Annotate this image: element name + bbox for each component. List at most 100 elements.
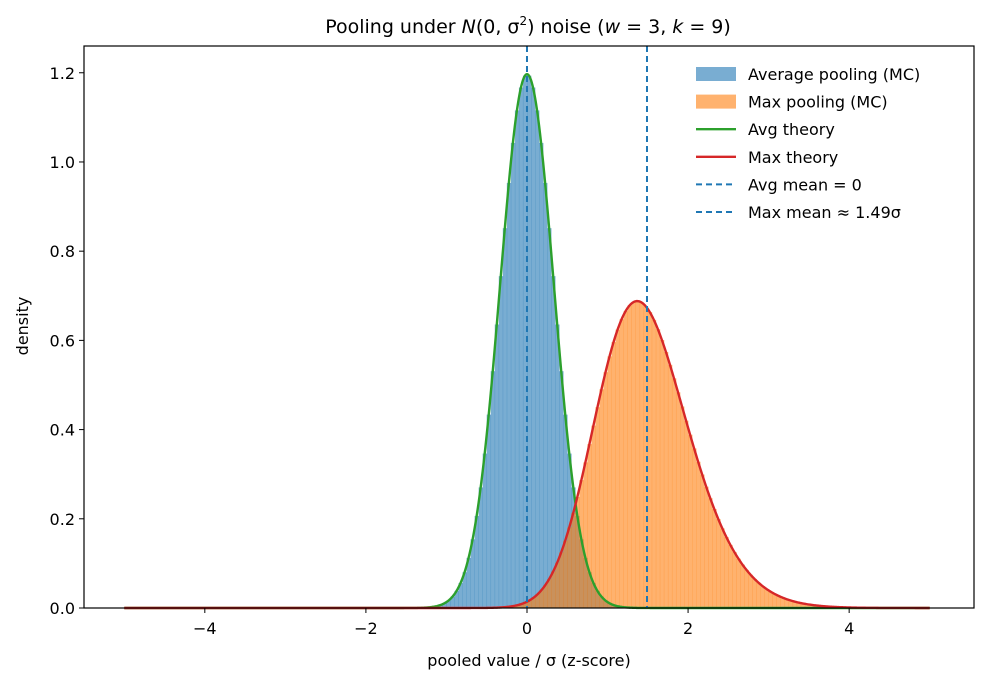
- histogram-bar: [470, 539, 475, 608]
- histogram-bar: [663, 351, 669, 608]
- histogram-bar: [563, 414, 568, 608]
- histogram-bar: [490, 371, 496, 608]
- x-tick-label: −2: [354, 619, 378, 638]
- histogram-bar: [506, 182, 512, 608]
- histogram-bar: [607, 356, 612, 608]
- histogram-bar: [543, 182, 548, 608]
- histogram-bar: [494, 324, 500, 608]
- x-tick-label: −4: [193, 619, 217, 638]
- histogram-bar: [543, 585, 548, 608]
- histogram-bar: [474, 515, 479, 608]
- histogram-bar: [708, 498, 713, 608]
- histogram-bar: [784, 599, 790, 608]
- histogram-bar: [551, 571, 556, 608]
- histogram-bar: [531, 87, 536, 608]
- histogram-bar: [680, 406, 685, 608]
- histogram-bar: [780, 597, 786, 608]
- histogram-bar: [752, 578, 757, 608]
- histogram-bar: [772, 593, 777, 608]
- histogram-bar: [675, 392, 681, 608]
- histogram-bar: [603, 372, 608, 608]
- histogram-bar: [655, 329, 661, 608]
- histogram-bar: [788, 600, 794, 608]
- histogram-bar: [547, 228, 552, 608]
- histogram-bar: [551, 276, 556, 608]
- histogram-bar: [764, 589, 769, 608]
- y-tick-label: 0.6: [50, 331, 75, 350]
- histogram-bar: [555, 324, 560, 608]
- legend-swatch: [696, 67, 736, 81]
- y-tick-label: 1.2: [50, 64, 75, 83]
- histogram-bar: [514, 110, 520, 608]
- histogram-bar: [643, 306, 649, 608]
- histogram-bar: [518, 87, 524, 608]
- histogram-bar: [804, 604, 810, 608]
- histogram-bar: [720, 528, 725, 608]
- y-axis-label: density: [13, 297, 32, 356]
- histogram-bar: [482, 453, 488, 608]
- y-tick-label: 0.4: [50, 421, 75, 440]
- histogram-bar: [486, 414, 492, 608]
- histogram-bar: [748, 574, 753, 608]
- histogram-bar: [704, 486, 709, 608]
- histogram-bar: [631, 301, 637, 608]
- histogram-bar: [684, 420, 689, 608]
- histogram-bar: [539, 590, 544, 608]
- histogram-bar: [567, 527, 572, 608]
- histogram-bar: [651, 319, 657, 608]
- legend-swatch: [696, 94, 736, 109]
- x-axis-label: pooled value / σ (z-score): [427, 651, 630, 670]
- histogram-bar: [812, 605, 818, 608]
- histogram-bar: [615, 329, 620, 608]
- histogram-bar: [547, 579, 552, 608]
- histogram-bar: [514, 605, 520, 608]
- histogram-max: [494, 301, 858, 608]
- histogram-bar: [796, 602, 802, 608]
- histogram-bar: [744, 569, 749, 608]
- histogram-bar: [462, 572, 467, 608]
- histogram-bar: [591, 425, 596, 608]
- histogram-bar: [535, 594, 540, 608]
- histogram-bar: [712, 508, 717, 608]
- histogram-bar: [635, 301, 641, 608]
- histogram-bar: [619, 319, 624, 608]
- legend-label: Max theory: [748, 148, 838, 167]
- histogram-bar: [502, 228, 508, 608]
- x-tick-label: 4: [844, 619, 854, 638]
- histogram-bar: [667, 364, 673, 608]
- histogram-bar: [522, 602, 528, 608]
- legend-label: Average pooling (MC): [748, 65, 920, 84]
- histogram-bar: [623, 311, 628, 608]
- histogram-bar: [639, 302, 645, 608]
- histogram-bar: [526, 600, 532, 608]
- x-tick-label: 0: [522, 619, 532, 638]
- histogram-bar: [740, 564, 745, 608]
- histogram-bar: [724, 537, 729, 608]
- histogram-bar: [700, 474, 705, 608]
- histogram-bar: [478, 487, 483, 608]
- histogram-bar: [535, 110, 540, 608]
- histogram-bar: [587, 444, 592, 608]
- histogram-bar: [575, 497, 580, 608]
- legend: Average pooling (MC) Max pooling (MC) Avg …: [696, 65, 920, 222]
- legend-label: Max mean ≈ 1.49σ: [748, 203, 901, 222]
- histogram-bar: [736, 558, 741, 608]
- histogram-bar: [446, 600, 451, 608]
- histogram-bar: [756, 582, 761, 608]
- histogram-bar: [768, 591, 773, 608]
- histogram-bar: [510, 142, 516, 608]
- histogram-bar: [518, 604, 524, 608]
- histogram-bar: [555, 562, 560, 608]
- histogram-bar: [466, 557, 471, 608]
- y-tick-label: 0.8: [50, 242, 75, 261]
- legend-label: Max pooling (MC): [748, 93, 888, 112]
- histogram-bar: [696, 461, 701, 608]
- histogram-bar: [595, 407, 600, 608]
- y-tick-label: 1.0: [50, 153, 75, 172]
- chart-title: Pooling under N(0, σ2) noise (w = 3, k =…: [325, 14, 731, 38]
- histogram-bar: [442, 603, 447, 608]
- histogram-bar: [458, 583, 463, 608]
- histogram-bar: [688, 434, 693, 608]
- histogram-bar: [800, 603, 806, 608]
